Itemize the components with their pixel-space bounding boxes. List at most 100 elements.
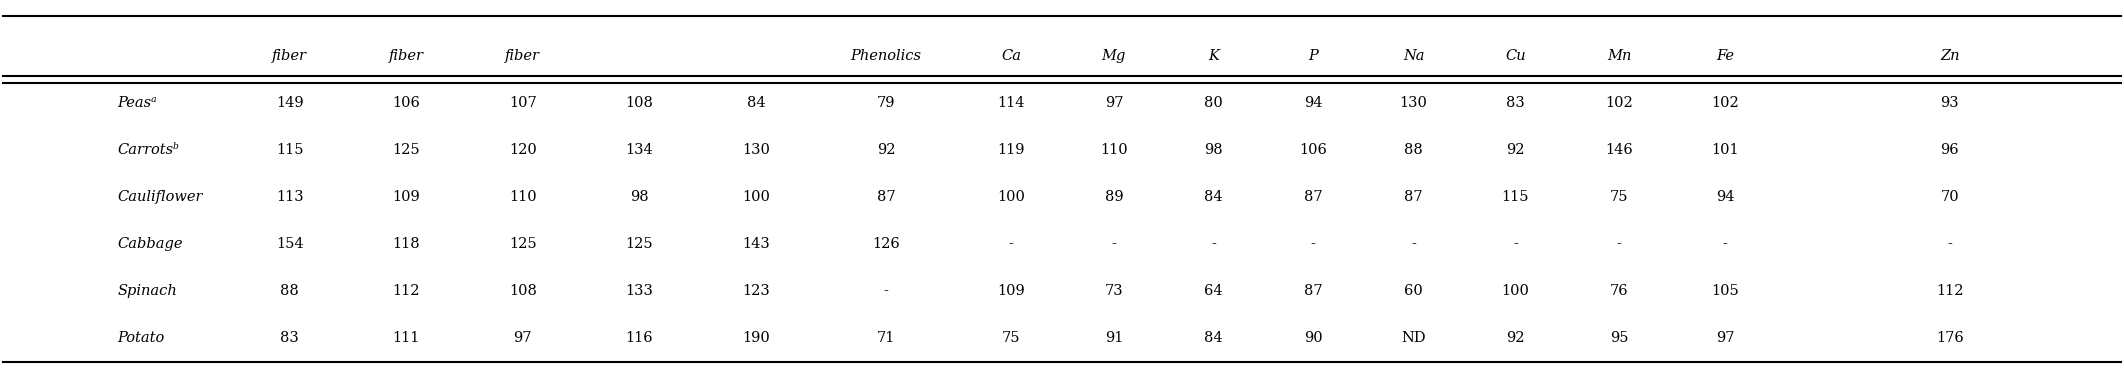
Text: 125: 125	[627, 237, 654, 251]
Text: 92: 92	[1506, 143, 1525, 157]
Text: 96: 96	[1941, 143, 1958, 157]
Text: 92: 92	[1506, 331, 1525, 345]
Text: fiber: fiber	[506, 49, 539, 62]
Text: 84: 84	[746, 96, 765, 110]
Text: 92: 92	[877, 143, 896, 157]
Text: 90: 90	[1304, 331, 1323, 345]
Text: 114: 114	[998, 96, 1026, 110]
Text: Carrotsᵇ: Carrotsᵇ	[117, 143, 178, 157]
Text: 154: 154	[276, 237, 304, 251]
Text: Cabbage: Cabbage	[117, 237, 183, 251]
Text: 100: 100	[1502, 284, 1529, 298]
Text: 64: 64	[1204, 284, 1223, 298]
Text: 94: 94	[1716, 190, 1735, 204]
Text: -: -	[1616, 237, 1621, 251]
Text: 143: 143	[741, 237, 769, 251]
Text: 134: 134	[624, 143, 654, 157]
Text: 118: 118	[393, 237, 421, 251]
Text: 75: 75	[1003, 331, 1020, 345]
Text: -: -	[1410, 237, 1417, 251]
Text: 83: 83	[280, 331, 299, 345]
Text: 106: 106	[393, 96, 421, 110]
Text: Fe: Fe	[1716, 49, 1733, 62]
Text: 88: 88	[280, 284, 299, 298]
Text: -: -	[1948, 237, 1952, 251]
Text: 97: 97	[1104, 96, 1124, 110]
Text: 113: 113	[276, 190, 304, 204]
Text: 70: 70	[1941, 190, 1958, 204]
Text: 94: 94	[1304, 96, 1323, 110]
Text: Mn: Mn	[1608, 49, 1631, 62]
Text: 105: 105	[1712, 284, 1740, 298]
Text: 100: 100	[998, 190, 1026, 204]
Text: 119: 119	[998, 143, 1026, 157]
Text: -: -	[1009, 237, 1013, 251]
Text: Potato: Potato	[117, 331, 164, 345]
Text: -: -	[1311, 237, 1315, 251]
Text: P: P	[1308, 49, 1319, 62]
Text: 149: 149	[276, 96, 304, 110]
Text: 146: 146	[1606, 143, 1633, 157]
Text: fiber: fiber	[272, 49, 308, 62]
Text: -: -	[1111, 237, 1117, 251]
Text: 106: 106	[1300, 143, 1328, 157]
Text: -: -	[1723, 237, 1727, 251]
Text: ND: ND	[1402, 331, 1425, 345]
Text: K: K	[1209, 49, 1219, 62]
Text: 101: 101	[1712, 143, 1740, 157]
Text: -: -	[1512, 237, 1519, 251]
Text: 71: 71	[877, 331, 896, 345]
Text: Ca: Ca	[1000, 49, 1022, 62]
Text: Cauliflower: Cauliflower	[117, 190, 202, 204]
Text: 84: 84	[1204, 190, 1223, 204]
Text: 115: 115	[276, 143, 304, 157]
Text: 98: 98	[1204, 143, 1223, 157]
Text: 98: 98	[631, 190, 648, 204]
Text: Spinach: Spinach	[117, 284, 176, 298]
Text: 109: 109	[393, 190, 421, 204]
Text: 60: 60	[1404, 284, 1423, 298]
Text: 125: 125	[393, 143, 421, 157]
Text: 97: 97	[1716, 331, 1735, 345]
Text: 120: 120	[510, 143, 537, 157]
Text: Peasᵃ: Peasᵃ	[117, 96, 157, 110]
Text: 75: 75	[1610, 190, 1629, 204]
Text: 93: 93	[1941, 96, 1958, 110]
Text: 108: 108	[510, 284, 537, 298]
Text: 123: 123	[741, 284, 769, 298]
Text: 102: 102	[1712, 96, 1740, 110]
Text: 79: 79	[877, 96, 896, 110]
Text: 87: 87	[1304, 284, 1323, 298]
Text: 112: 112	[1935, 284, 1963, 298]
Text: 107: 107	[510, 96, 537, 110]
Text: Na: Na	[1404, 49, 1425, 62]
Text: 130: 130	[1400, 96, 1427, 110]
Text: 190: 190	[741, 331, 769, 345]
Text: Phenolics: Phenolics	[852, 49, 922, 62]
Text: fiber: fiber	[389, 49, 425, 62]
Text: 97: 97	[514, 331, 533, 345]
Text: 87: 87	[1404, 190, 1423, 204]
Text: Zn: Zn	[1939, 49, 1958, 62]
Text: 102: 102	[1606, 96, 1633, 110]
Text: 89: 89	[1104, 190, 1124, 204]
Text: 133: 133	[624, 284, 654, 298]
Text: 83: 83	[1506, 96, 1525, 110]
Text: 126: 126	[873, 237, 901, 251]
Text: 88: 88	[1404, 143, 1423, 157]
Text: Cu: Cu	[1506, 49, 1525, 62]
Text: 87: 87	[1304, 190, 1323, 204]
Text: -: -	[884, 284, 888, 298]
Text: 108: 108	[624, 96, 654, 110]
Text: 95: 95	[1610, 331, 1629, 345]
Text: 73: 73	[1104, 284, 1124, 298]
Text: 84: 84	[1204, 331, 1223, 345]
Text: Mg: Mg	[1102, 49, 1126, 62]
Text: 109: 109	[998, 284, 1026, 298]
Text: -: -	[1211, 237, 1215, 251]
Text: 125: 125	[510, 237, 537, 251]
Text: 80: 80	[1204, 96, 1223, 110]
Text: 115: 115	[1502, 190, 1529, 204]
Text: 176: 176	[1935, 331, 1963, 345]
Text: 130: 130	[741, 143, 769, 157]
